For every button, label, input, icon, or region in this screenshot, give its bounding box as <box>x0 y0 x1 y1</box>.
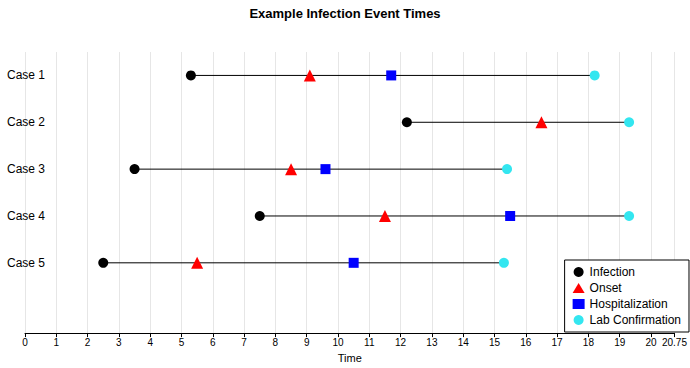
svg-text:11: 11 <box>364 337 375 348</box>
svg-text:16: 16 <box>520 337 532 348</box>
svg-text:19: 19 <box>614 337 626 348</box>
svg-text:Case 1: Case 1 <box>7 68 45 82</box>
svg-text:Case 3: Case 3 <box>7 162 45 176</box>
svg-text:Example Infection Event Times: Example Infection Event Times <box>249 6 440 21</box>
svg-text:6: 6 <box>210 337 216 348</box>
svg-text:13: 13 <box>426 337 438 348</box>
svg-text:15: 15 <box>489 337 501 348</box>
svg-text:Infection: Infection <box>590 265 635 279</box>
svg-text:Lab Confirmation: Lab Confirmation <box>590 313 681 327</box>
svg-text:Time: Time <box>338 352 362 364</box>
svg-text:Case 5: Case 5 <box>7 256 45 270</box>
svg-text:3: 3 <box>116 337 122 348</box>
svg-text:Case 2: Case 2 <box>7 115 45 129</box>
svg-text:Onset: Onset <box>590 281 623 295</box>
svg-text:12: 12 <box>395 337 407 348</box>
svg-text:20: 20 <box>645 337 657 348</box>
svg-text:18: 18 <box>583 337 595 348</box>
svg-text:14: 14 <box>458 337 470 348</box>
svg-text:9: 9 <box>304 337 310 348</box>
svg-text:7: 7 <box>241 337 247 348</box>
svg-text:5: 5 <box>179 337 185 348</box>
svg-text:Case 4: Case 4 <box>7 209 45 223</box>
svg-text:17: 17 <box>552 337 564 348</box>
svg-text:10: 10 <box>332 337 344 348</box>
svg-text:8: 8 <box>273 337 279 348</box>
svg-text:2: 2 <box>85 337 91 348</box>
svg-text:0: 0 <box>22 337 28 348</box>
svg-text:4: 4 <box>147 337 153 348</box>
svg-text:20.75: 20.75 <box>662 337 687 348</box>
svg-text:Hospitalization: Hospitalization <box>590 297 668 311</box>
svg-text:1: 1 <box>54 337 60 348</box>
